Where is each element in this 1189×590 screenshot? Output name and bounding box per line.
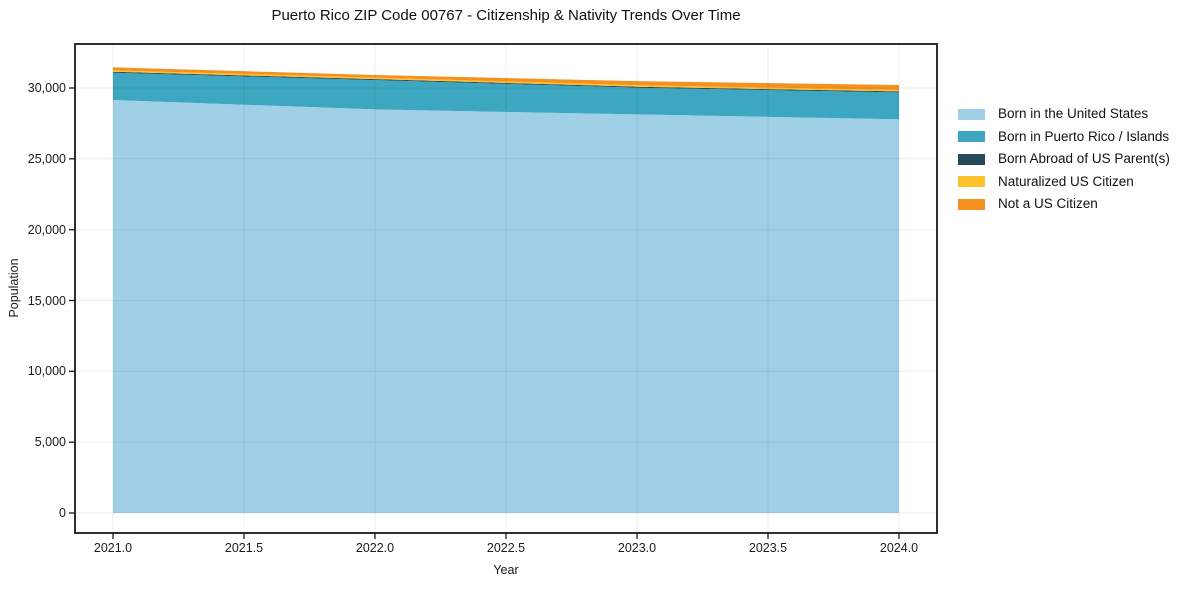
legend-label: Born in the United States bbox=[998, 106, 1149, 122]
x-axis-title: Year bbox=[493, 563, 519, 577]
x-tick-label: 2021.5 bbox=[224, 541, 264, 555]
legend-label: Not a US Citizen bbox=[998, 196, 1098, 212]
legend-swatch bbox=[958, 131, 985, 143]
x-tick-label: 2022.0 bbox=[355, 541, 395, 555]
y-axis-title: Population bbox=[7, 258, 21, 318]
y-tick-label: 0 bbox=[59, 506, 66, 520]
x-tick-label: 2021.0 bbox=[93, 541, 133, 555]
x-tick-label: 2022.5 bbox=[486, 541, 526, 555]
legend-swatch bbox=[958, 108, 985, 120]
legend-swatch bbox=[958, 176, 985, 188]
legend-label: Naturalized US Citizen bbox=[998, 173, 1134, 189]
legend-swatch bbox=[958, 153, 985, 165]
legend: Born in the United States Born in Puerto… bbox=[958, 103, 1170, 216]
y-tick-label: 30,000 bbox=[27, 81, 66, 95]
legend-item: Not a US Citizen bbox=[958, 193, 1170, 216]
chart-title: Puerto Rico ZIP Code 00767 - Citizenship… bbox=[271, 7, 741, 24]
y-tick-label: 15,000 bbox=[27, 294, 66, 308]
legend-swatch bbox=[958, 198, 985, 210]
legend-item: Born Abroad of US Parent(s) bbox=[958, 148, 1170, 171]
y-tick-label: 20,000 bbox=[27, 223, 66, 237]
x-tick-label: 2024.0 bbox=[879, 541, 919, 555]
x-tick-label: 2023.5 bbox=[748, 541, 788, 555]
legend-label: Born in Puerto Rico / Islands bbox=[998, 128, 1170, 144]
legend-label: Born Abroad of US Parent(s) bbox=[998, 151, 1170, 167]
legend-item: Naturalized US Citizen bbox=[958, 171, 1170, 194]
y-tick-label: 25,000 bbox=[27, 152, 66, 166]
y-tick-label: 5,000 bbox=[34, 435, 66, 449]
legend-item: Born in the United States bbox=[958, 103, 1170, 126]
y-tick-label: 10,000 bbox=[27, 364, 66, 378]
legend-item: Born in Puerto Rico / Islands bbox=[958, 126, 1170, 149]
x-tick-label: 2023.0 bbox=[617, 541, 657, 555]
